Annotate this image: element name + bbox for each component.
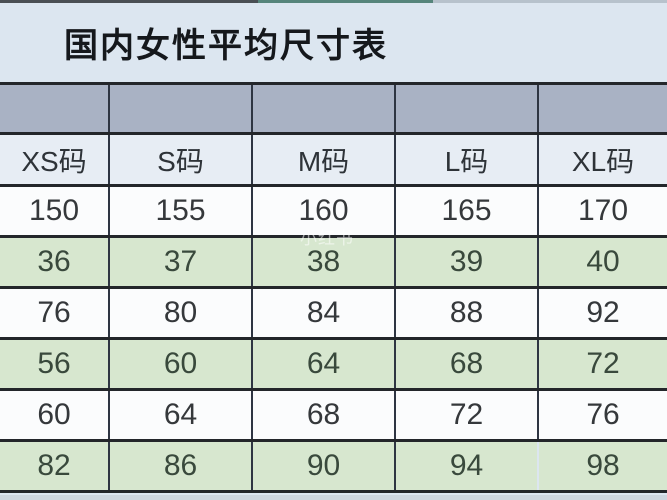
spacer-cell	[537, 82, 667, 135]
size-value-cell: 84	[251, 286, 395, 340]
size-value-cell: 90	[251, 439, 395, 493]
size-value-cell: 72	[537, 337, 667, 391]
spacer-cell	[251, 82, 395, 135]
size-value-cell: 64	[108, 388, 252, 442]
size-value-cell: 150	[0, 184, 109, 238]
size-value-cell: 160	[251, 184, 395, 238]
top-edge-light-segment	[433, 0, 667, 3]
size-header-row: XS码 S码 M码 L码 XL码	[0, 132, 667, 187]
page-title: 国内女性平均尺寸表	[64, 27, 388, 65]
table-row: 150 155 160 165 170	[0, 184, 667, 238]
spacer-cell	[394, 82, 538, 135]
table-row: 76 80 84 88 92	[0, 286, 667, 340]
size-value-cell: 38	[251, 235, 395, 289]
women-average-size-table: XS码 S码 M码 L码 XL码 150 155 160 165 170 36 37 38 39…	[0, 82, 667, 493]
column-header-xs: XS码	[0, 132, 109, 187]
bottom-edge-strip	[0, 495, 667, 500]
size-value-cell: 92	[537, 286, 667, 340]
size-value-cell: 60	[0, 388, 109, 442]
size-value-cell: 39	[394, 235, 538, 289]
size-value-cell: 155	[108, 184, 252, 238]
table-row: 56 60 64 68 72	[0, 337, 667, 391]
size-value-cell: 82	[0, 439, 109, 493]
table-row: 60 64 68 72 76	[0, 388, 667, 442]
size-value-cell: 40	[537, 235, 667, 289]
size-value-cell: 64	[251, 337, 395, 391]
size-value-cell: 56	[0, 337, 109, 391]
top-edge-teal-segment	[258, 0, 433, 3]
size-value-cell: 72	[394, 388, 538, 442]
spacer-cell	[0, 82, 109, 135]
size-value-cell: 68	[251, 388, 395, 442]
column-header-l: L码	[394, 132, 538, 187]
size-value-cell: 88	[394, 286, 538, 340]
column-header-s: S码	[108, 132, 252, 187]
table-row: 36 37 38 39 40	[0, 235, 667, 289]
column-header-m: M码	[251, 132, 395, 187]
size-value-cell: 76	[0, 286, 109, 340]
size-value-cell: 37	[108, 235, 252, 289]
column-header-xl: XL码	[537, 132, 667, 187]
size-value-cell: 98	[538, 439, 667, 493]
size-value-cell: 94	[394, 439, 538, 493]
size-value-cell: 165	[394, 184, 538, 238]
top-edge-dark-segment	[0, 0, 258, 3]
title-bar: 国内女性平均尺寸表	[0, 3, 667, 82]
table-body: 150 155 160 165 170 36 37 38 39 40 76 80 84 88 92 56 60 6…	[0, 184, 667, 493]
size-value-cell: 68	[394, 337, 538, 391]
table-row: 82 86 90 94 98	[0, 439, 667, 493]
spacer-cell	[108, 82, 252, 135]
spacer-row	[0, 82, 667, 135]
size-value-cell: 80	[108, 286, 252, 340]
size-value-cell: 86	[108, 439, 252, 493]
size-value-cell: 36	[0, 235, 109, 289]
size-value-cell: 60	[108, 337, 252, 391]
size-value-cell: 76	[537, 388, 667, 442]
size-value-cell: 170	[537, 184, 667, 238]
